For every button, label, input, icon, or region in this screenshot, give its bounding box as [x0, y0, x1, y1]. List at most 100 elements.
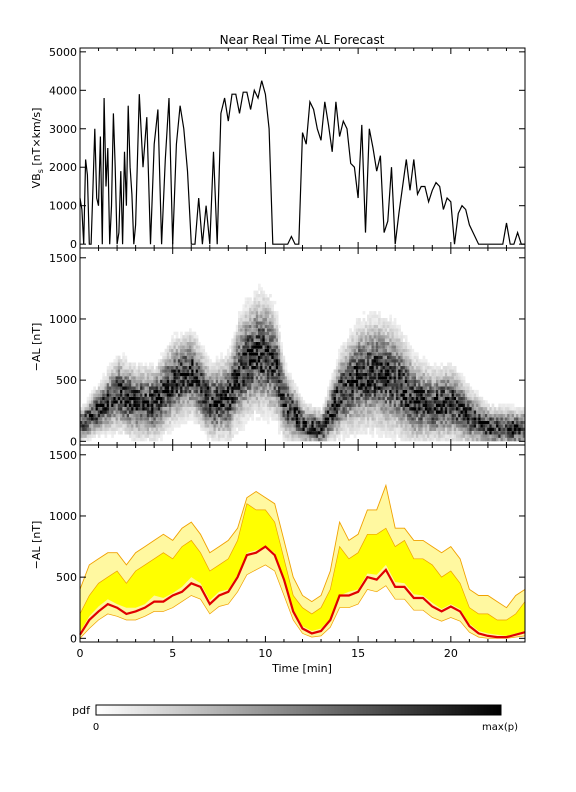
pdf-cell — [262, 417, 266, 421]
pdf-cell — [266, 314, 270, 318]
pdf-cell — [518, 417, 521, 421]
pdf-cell — [246, 304, 250, 308]
pdf-cell — [200, 400, 203, 404]
pdf-cell — [507, 410, 510, 414]
pdf-cell — [253, 348, 257, 353]
pdf-cell — [209, 386, 212, 390]
pdf-cell — [442, 427, 446, 431]
pdf-cell — [242, 318, 246, 322]
pdf-cell — [351, 383, 355, 387]
pdf-cell — [293, 417, 297, 421]
pdf-cell — [182, 420, 186, 425]
pdf-cell — [149, 376, 152, 380]
pdf-cell — [480, 417, 484, 421]
pdf-cell — [436, 396, 439, 401]
pdf-cell — [478, 434, 481, 438]
pdf-cell — [200, 393, 203, 397]
pdf-cell — [204, 396, 208, 401]
pdf-cell — [193, 342, 197, 346]
pdf-cell — [231, 348, 234, 353]
pdf-cell — [278, 383, 281, 387]
pdf-cell — [244, 352, 248, 356]
pdf-cell — [126, 366, 130, 370]
pdf-cell — [282, 362, 286, 366]
pdf-cell — [505, 431, 508, 435]
pdf-cell — [360, 338, 363, 342]
pdf-cell — [389, 427, 392, 431]
pdf-cell — [335, 417, 339, 421]
pdf-cell — [129, 403, 132, 407]
pdf-cell — [427, 424, 430, 428]
pdf-cell — [246, 318, 250, 322]
pdf-cell — [122, 376, 125, 380]
pdf-cell — [335, 403, 339, 407]
pdf-cell — [246, 321, 250, 325]
pdf-cell — [291, 379, 295, 384]
pdf-cell — [456, 417, 459, 421]
pdf-cell — [375, 386, 379, 390]
outer-upper-line — [79, 483, 526, 609]
pdf-cell — [380, 338, 384, 342]
pdf-cell — [393, 383, 397, 387]
pdf-cell — [384, 321, 388, 325]
pdf-cell — [235, 417, 239, 421]
pdf-cell — [129, 407, 132, 411]
pdf-cell — [133, 410, 137, 414]
pdf-cell — [380, 372, 384, 377]
pdf-cell — [382, 366, 386, 370]
pdf-cell — [407, 400, 410, 404]
pdf-cell — [135, 372, 139, 377]
pdf-cell — [108, 369, 112, 373]
pdf-cell — [262, 383, 266, 387]
pdf-cell — [240, 359, 243, 363]
pdf-cell — [286, 434, 290, 438]
pdf-cell — [355, 328, 359, 332]
pdf-cell — [391, 431, 395, 435]
pdf-cell — [244, 359, 248, 363]
pdf-cell — [271, 352, 274, 356]
pdf-cell — [131, 383, 134, 387]
pdf-cell — [351, 386, 355, 390]
pdf-cell — [97, 400, 101, 404]
pdf-cell — [516, 407, 519, 411]
pdf-cell — [298, 400, 301, 404]
pdf-cell — [302, 437, 306, 442]
pdf-cell — [251, 331, 254, 336]
pdf-cell — [146, 396, 150, 401]
pdf-cell — [195, 342, 199, 346]
pdf-cell — [378, 369, 381, 373]
pdf-cell — [222, 376, 226, 380]
pdf-cell — [391, 352, 395, 356]
pdf-cell — [264, 297, 268, 301]
pdf-cell — [202, 348, 206, 353]
pdf-cell — [362, 383, 366, 387]
pdf-cell — [375, 348, 379, 353]
pdf-cell — [162, 383, 165, 387]
pdf-cell — [511, 403, 515, 407]
pdf-cell — [144, 396, 148, 401]
pdf-cell — [340, 417, 343, 421]
pdf-cell — [362, 431, 366, 435]
pdf-cell — [195, 379, 199, 384]
pdf-cell — [162, 366, 165, 370]
pdf-cell — [149, 366, 152, 370]
pdf-cell — [449, 407, 452, 411]
pdf-cell — [344, 393, 348, 397]
pdf-cell — [264, 331, 268, 336]
pdf-cell — [195, 389, 199, 394]
pdf-cell — [427, 413, 430, 418]
pdf-cell — [264, 352, 268, 356]
pdf-cell — [117, 393, 121, 397]
pdf-cell — [115, 393, 119, 397]
pdf-cell — [135, 386, 139, 390]
pdf-cell — [407, 362, 410, 366]
pdf-cell — [471, 431, 475, 435]
pdf-cell — [382, 338, 386, 342]
pdf-cell — [242, 338, 246, 342]
pdf-cell — [229, 389, 232, 394]
x-axis-ticks: 0 5 10 15 20 — [77, 647, 458, 660]
pdf-cell — [100, 424, 103, 428]
pdf-cell — [331, 407, 335, 411]
pdf-cell — [351, 389, 355, 394]
pdf-cell — [400, 431, 404, 435]
